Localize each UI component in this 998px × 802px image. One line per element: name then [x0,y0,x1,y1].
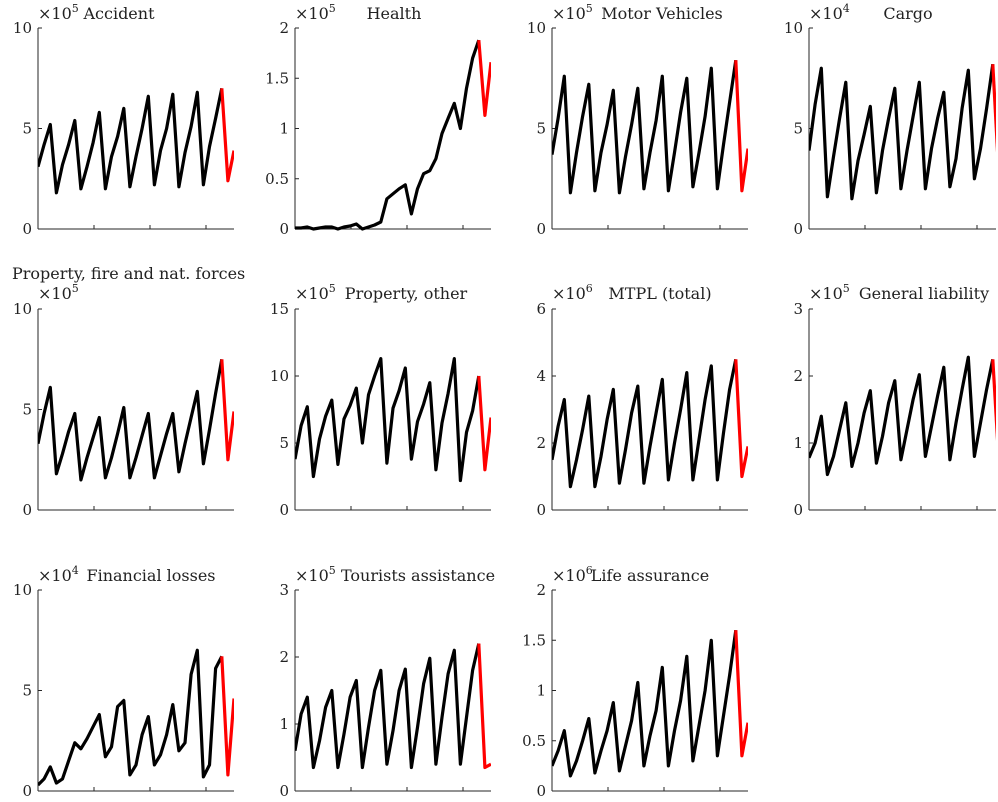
y-tick-label: 5 [279,434,289,452]
y-tick-label: 10 [270,367,289,385]
y-tick-label: 1.5 [265,69,289,87]
series-line-history [295,39,481,231]
series-line-history [552,358,738,489]
y-tick-label: 2 [793,367,803,385]
chart-title: Financial losses [86,566,215,585]
chart-panel: 0 5 10 ×104 Financial losses [13,564,234,800]
y-tick-label: 6 [536,300,546,318]
axis-multiplier-label: ×104 [38,564,79,585]
axis-multiplier-label: ×106 [552,282,593,303]
chart-title: Life assurance [591,566,709,585]
y-tick-label: 0 [22,501,32,519]
y-tick-label: 0 [536,782,546,800]
series-line-history [552,59,738,195]
series-line-forecast [991,359,996,442]
chart-title: Property, other [345,284,468,303]
chart-title: Motor Vehicles [601,4,723,23]
chart-title: Tourists assistance [341,566,495,585]
y-tick-label: 0.5 [522,732,546,750]
series-line-forecast [734,359,748,479]
series-line-history [552,629,738,778]
axis-multiplier-label: ×105 [295,564,336,585]
y-tick-label: 0 [536,501,546,519]
y-tick-label: 0 [536,220,546,238]
series-line-history [809,63,995,201]
y-tick-label: 1 [793,434,803,452]
chart-title: MTPL (total) [608,284,711,303]
chart-title: Health [367,4,422,23]
series-line-forecast [220,88,234,183]
series-line-forecast [734,60,748,193]
y-tick-label: 0 [22,782,32,800]
y-tick-label: 10 [784,19,803,37]
chart-panel: 0 5 10 15 ×105 Property, other [270,282,491,519]
y-tick-label: 1 [279,120,289,138]
y-tick-label: 0 [22,220,32,238]
y-tick-label: 0 [279,782,289,800]
chart-title: Property, fire and nat. forces [12,264,245,283]
y-tick-label: 2 [536,581,546,599]
y-tick-label: 0 [279,220,289,238]
series-line-forecast [220,359,234,462]
axis-multiplier-label: ×105 [295,282,336,303]
series-line-forecast [734,630,748,758]
y-tick-label: 2 [536,434,546,452]
series-line-history [809,355,995,477]
chart-panel: 0 1 2 3 ×105 General liability [793,282,996,519]
chart-title: Accident [82,4,155,23]
y-tick-label: 5 [536,120,546,138]
series-line-history [38,648,224,787]
chart-panel: 0 0.5 1 1.5 2 ×105 Health [265,2,491,238]
y-tick-label: 5 [22,682,32,700]
y-tick-label: 3 [279,581,289,599]
axis-multiplier-label: ×106 [552,564,593,585]
chart-panel: 0 5 10 ×104 Cargo [784,2,996,238]
series-line-forecast [220,656,234,777]
axis-multiplier-label: ×105 [809,282,850,303]
y-tick-label: 1.5 [522,631,546,649]
y-tick-label: 0 [279,501,289,519]
series-line-history [295,357,481,483]
chart-title: General liability [859,284,989,303]
series-line-history [295,643,481,770]
series-line-forecast [477,375,491,472]
y-tick-label: 10 [527,19,546,37]
series-line-history [38,359,224,482]
y-tick-label: 0.5 [265,170,289,188]
y-tick-label: 10 [13,19,32,37]
axis-multiplier-label: ×105 [295,2,336,23]
axis-multiplier-label: ×105 [38,282,79,303]
axis-multiplier-label: ×104 [809,2,850,23]
series-line-forecast [477,643,491,770]
y-tick-label: 5 [793,120,803,138]
y-tick-label: 5 [22,401,32,419]
chart-panel: 0 1 2 3 ×105 Tourists assistance [279,564,495,800]
chart-panel: 0 5 10 ×105 Accident [13,2,234,238]
y-tick-label: 10 [13,581,32,599]
y-tick-label: 15 [270,300,289,318]
chart-panel: 0 2 4 6 ×106 MTPL (total) [536,282,748,519]
y-tick-label: 0 [793,501,803,519]
series-line-history [38,87,224,195]
y-tick-label: 2 [279,19,289,37]
y-tick-label: 10 [13,300,32,318]
axis-multiplier-label: ×105 [552,2,593,23]
y-tick-label: 4 [536,367,546,385]
y-tick-label: 2 [279,648,289,666]
chart-panel: 0 5 10 ×105 Motor Vehicles [527,2,748,238]
chart-title: Cargo [883,4,932,23]
y-tick-label: 1 [536,682,546,700]
y-tick-label: 0 [793,220,803,238]
axis-multiplier-label: ×105 [38,2,79,23]
series-line-forecast [477,39,491,118]
y-tick-label: 1 [279,715,289,733]
y-tick-label: 5 [22,120,32,138]
y-tick-label: 3 [793,300,803,318]
series-line-forecast [991,64,996,153]
